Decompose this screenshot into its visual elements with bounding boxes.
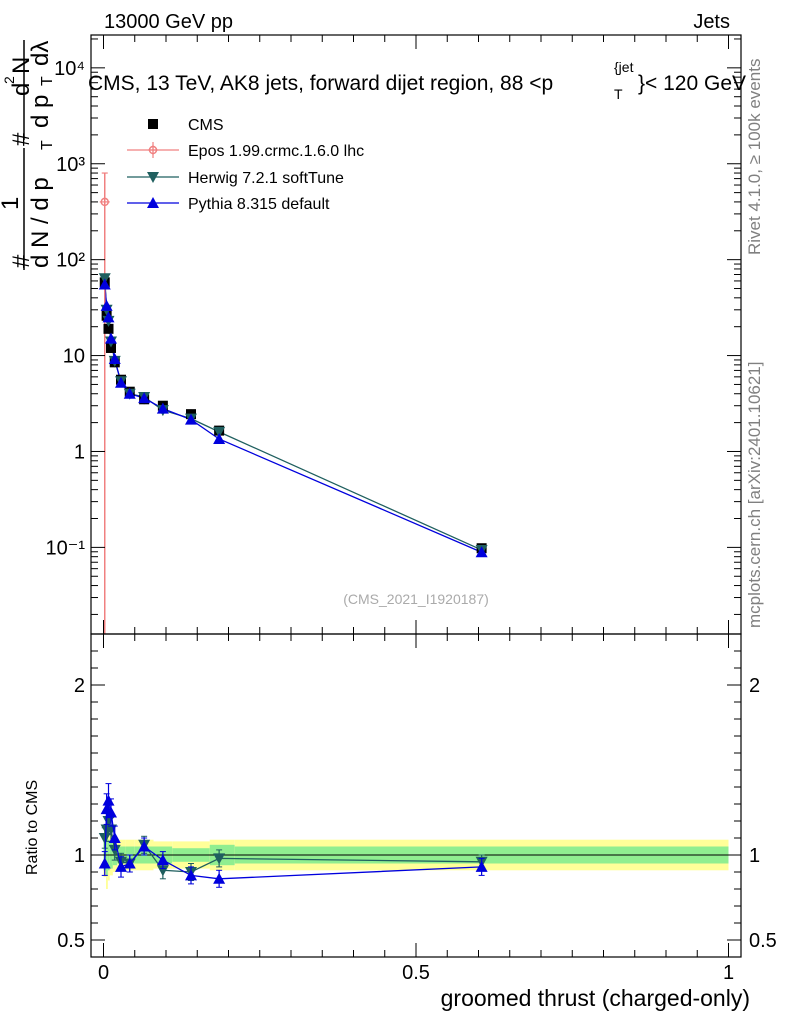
header-right: Jets <box>693 11 730 33</box>
main-y-tick-label: 10⁴ <box>54 58 85 80</box>
main-y-tick-label: 1 <box>74 441 85 463</box>
title-sub: T <box>614 86 623 102</box>
ratio-point-pythia <box>115 860 127 872</box>
legend-label-cms: CMS <box>188 117 224 134</box>
plot-title: CMS, 13 TeV, AK8 jets, forward dijet reg… <box>88 59 746 102</box>
ratio-y-tick-label: 2 <box>74 675 85 697</box>
point-cms <box>106 342 116 353</box>
ratio-point-pythia <box>98 857 111 869</box>
ylabel-den2-sub: T <box>39 76 56 86</box>
ratio-point-pythia <box>185 869 197 881</box>
point-pythia <box>213 432 226 444</box>
ylabel-dN-sup: 2 <box>1 76 17 84</box>
series-line-3 <box>104 284 482 553</box>
ylabel-dN-N: N <box>8 57 35 74</box>
analysis-tag: (CMS_2021_I1920187) <box>343 591 489 607</box>
ratio-point-herwig <box>105 824 117 836</box>
point-pythia <box>123 387 136 399</box>
main-ylabel: # 1 d N / d p T # d p T d 2 N dλ <box>0 40 56 270</box>
title-main: CMS, 13 TeV, AK8 jets, forward dijet reg… <box>88 72 553 95</box>
point-pythia <box>138 392 151 404</box>
ratio-y-tick-label-right: 0.5 <box>749 930 777 952</box>
ylabel-num1: 1 <box>0 197 24 210</box>
ratio-point-pythia <box>108 832 121 843</box>
ylabel-den2: d p <box>27 95 54 128</box>
title-sup: {jet <box>614 59 634 75</box>
point-pythia <box>100 299 113 311</box>
ratio-point-herwig <box>98 833 111 844</box>
ratio-point-pythia <box>105 806 117 818</box>
point-pythia <box>156 402 169 414</box>
ylabel-den1-sub: T <box>39 140 56 150</box>
point-epos <box>99 196 110 207</box>
ratio-y-tick-label: 0.5 <box>57 930 85 952</box>
main-y-tick-label: 10³ <box>56 154 85 176</box>
ratio-frame <box>90 633 742 958</box>
legend-label-herwig: Herwig 7.2.1 softTune <box>188 170 344 187</box>
ratio-plot-area <box>91 783 741 888</box>
ratio-y-tick-label-right: 1 <box>749 845 760 867</box>
point-cms <box>103 323 114 334</box>
legend-marker-pythia <box>147 197 159 208</box>
ratio-point-pythia <box>102 794 115 806</box>
legend-marker-cms <box>148 119 158 129</box>
ratio-y-tick-label: 1 <box>74 845 85 867</box>
point-pythia <box>98 278 111 290</box>
x-tick-label: 0.5 <box>402 962 430 984</box>
point-pythia <box>475 546 488 558</box>
ratio-y-tick-label-right: 2 <box>749 675 760 697</box>
x-tick-label: 0 <box>98 962 109 984</box>
x-tick-label: 1 <box>723 962 734 984</box>
ratio-point-herwig <box>213 853 226 865</box>
ylabel-den1: d N / d p <box>27 177 54 268</box>
legend-marker-epos <box>148 145 158 155</box>
main-y-tick-label: 10² <box>56 250 85 272</box>
ratio-point-pythia <box>156 854 169 866</box>
point-pythia <box>105 332 117 344</box>
ylabel-hash1: # <box>8 254 35 268</box>
ratio-point-pythia <box>138 840 151 852</box>
point-pythia <box>185 413 197 425</box>
ratio-ylabel: Ratio to CMS <box>24 780 41 875</box>
legend: CMS Epos 1.99.crmc.1.6.0 lhc Herwig 7.2.1 … <box>127 117 364 213</box>
header-left: 13000 GeV pp <box>104 11 233 33</box>
rivet-label: Rivet 4.1.0, ≥ 100k events <box>745 59 764 255</box>
main-y-tick-label: 10 <box>63 346 85 368</box>
series-line-2 <box>104 278 482 551</box>
x-axis-label: groomed thrust (charged-only) <box>441 985 750 1011</box>
ratio-point-herwig <box>156 865 169 877</box>
main-y-tick-label: 10⁻¹ <box>46 537 86 559</box>
ylabel-dN: d <box>8 83 35 96</box>
axes: 10⁻¹ 1 10 10² 10³ 10⁴ 0.5 0.5 1 1 2 2 0 0.5 1 <box>46 35 777 984</box>
ratio-point-pythia <box>475 860 488 872</box>
legend-marker-herwig <box>147 172 159 183</box>
point-pythia <box>115 376 127 388</box>
ratio-point-pythia <box>123 857 136 869</box>
mcplots-label: mcplots.cern.ch [arXiv:2401.10621] <box>745 362 764 628</box>
point-pythia <box>108 353 121 365</box>
legend-label-pythia: Pythia 8.315 default <box>188 196 330 213</box>
legend-label-epos: Epos 1.99.crmc.1.6.0 lhc <box>188 143 364 160</box>
point-pythia <box>102 311 115 323</box>
ratio-point-pythia <box>213 872 226 884</box>
point-herwig <box>213 426 226 438</box>
main-plot-area <box>98 172 488 634</box>
title-tail: }< 120 GeV <box>638 72 746 95</box>
ylabel-num2a: # <box>8 132 35 146</box>
ylabel-dlam: dλ <box>27 41 54 66</box>
